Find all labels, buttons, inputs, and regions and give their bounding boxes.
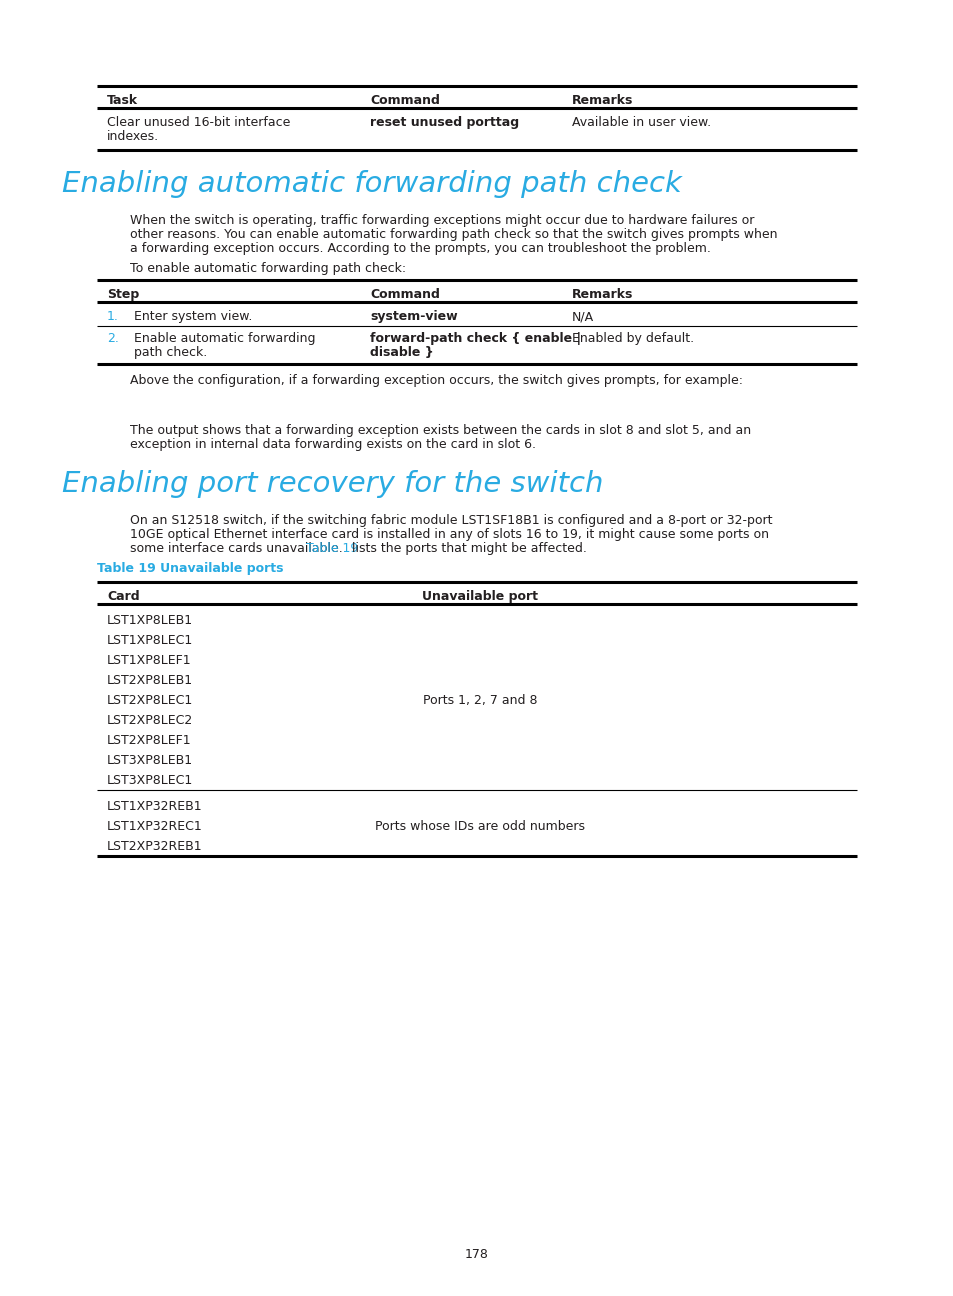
Text: Command: Command <box>370 288 439 301</box>
Text: Card: Card <box>107 590 139 603</box>
Text: Remarks: Remarks <box>572 288 633 301</box>
Text: 2.: 2. <box>107 332 119 345</box>
Text: Command: Command <box>370 95 439 108</box>
Text: LST2XP8LEF1: LST2XP8LEF1 <box>107 734 192 746</box>
Text: Enabling port recovery for the switch: Enabling port recovery for the switch <box>62 470 603 498</box>
Text: 178: 178 <box>464 1248 489 1261</box>
Text: forward-path check { enable |: forward-path check { enable | <box>370 332 580 345</box>
Text: Ports whose IDs are odd numbers: Ports whose IDs are odd numbers <box>375 820 584 833</box>
Text: LST1XP32REC1: LST1XP32REC1 <box>107 820 203 833</box>
Text: On an S12518 switch, if the switching fabric module LST1SF18B1 is configured and: On an S12518 switch, if the switching fa… <box>130 515 772 527</box>
Text: 10GE optical Ethernet interface card is installed in any of slots 16 to 19, it m: 10GE optical Ethernet interface card is … <box>130 527 768 540</box>
Text: Table 19 Unavailable ports: Table 19 Unavailable ports <box>97 562 283 575</box>
Text: Clear unused 16-bit interface: Clear unused 16-bit interface <box>107 117 290 130</box>
Text: LST3XP8LEC1: LST3XP8LEC1 <box>107 774 193 787</box>
Text: LST3XP8LEB1: LST3XP8LEB1 <box>107 754 193 767</box>
Text: reset unused porttag: reset unused porttag <box>370 117 518 130</box>
Text: To enable automatic forwarding path check:: To enable automatic forwarding path chec… <box>130 262 406 275</box>
Text: LST1XP8LEB1: LST1XP8LEB1 <box>107 614 193 627</box>
Text: other reasons. You can enable automatic forwarding path check so that the switch: other reasons. You can enable automatic … <box>130 228 777 241</box>
Text: some interface cards unavailable.: some interface cards unavailable. <box>130 542 346 555</box>
Text: Remarks: Remarks <box>572 95 633 108</box>
Text: 1.: 1. <box>107 310 119 323</box>
Text: Enabling automatic forwarding path check: Enabling automatic forwarding path check <box>62 170 681 198</box>
Text: indexes.: indexes. <box>107 130 159 143</box>
Text: LST2XP32REB1: LST2XP32REB1 <box>107 840 202 853</box>
Text: Table 19: Table 19 <box>306 542 358 555</box>
Text: LST1XP8LEC1: LST1XP8LEC1 <box>107 634 193 647</box>
Text: exception in internal data forwarding exists on the card in slot 6.: exception in internal data forwarding ex… <box>130 438 536 451</box>
Text: lists the ports that might be affected.: lists the ports that might be affected. <box>347 542 586 555</box>
Text: When the switch is operating, traffic forwarding exceptions might occur due to h: When the switch is operating, traffic fo… <box>130 214 754 227</box>
Text: a forwarding exception occurs. According to the prompts, you can troubleshoot th: a forwarding exception occurs. According… <box>130 242 710 255</box>
Text: LST2XP8LEC2: LST2XP8LEC2 <box>107 714 193 727</box>
Text: LST2XP8LEC1: LST2XP8LEC1 <box>107 693 193 708</box>
Text: Enable automatic forwarding: Enable automatic forwarding <box>133 332 315 345</box>
Text: LST1XP8LEF1: LST1XP8LEF1 <box>107 654 192 667</box>
Text: Enter system view.: Enter system view. <box>133 310 253 323</box>
Text: N/A: N/A <box>572 310 594 323</box>
Text: system-view: system-view <box>370 310 457 323</box>
Text: Above the configuration, if a forwarding exception occurs, the switch gives prom: Above the configuration, if a forwarding… <box>130 375 742 388</box>
Text: Ports 1, 2, 7 and 8: Ports 1, 2, 7 and 8 <box>422 693 537 708</box>
Text: Unavailable port: Unavailable port <box>421 590 537 603</box>
Text: The output shows that a forwarding exception exists between the cards in slot 8 : The output shows that a forwarding excep… <box>130 424 750 437</box>
Text: path check.: path check. <box>133 346 207 359</box>
Text: Step: Step <box>107 288 139 301</box>
Text: LST1XP32REB1: LST1XP32REB1 <box>107 800 202 813</box>
Text: disable }: disable } <box>370 346 434 359</box>
Text: LST2XP8LEB1: LST2XP8LEB1 <box>107 674 193 687</box>
Text: Enabled by default.: Enabled by default. <box>572 332 694 345</box>
Text: Available in user view.: Available in user view. <box>572 117 710 130</box>
Text: Task: Task <box>107 95 138 108</box>
